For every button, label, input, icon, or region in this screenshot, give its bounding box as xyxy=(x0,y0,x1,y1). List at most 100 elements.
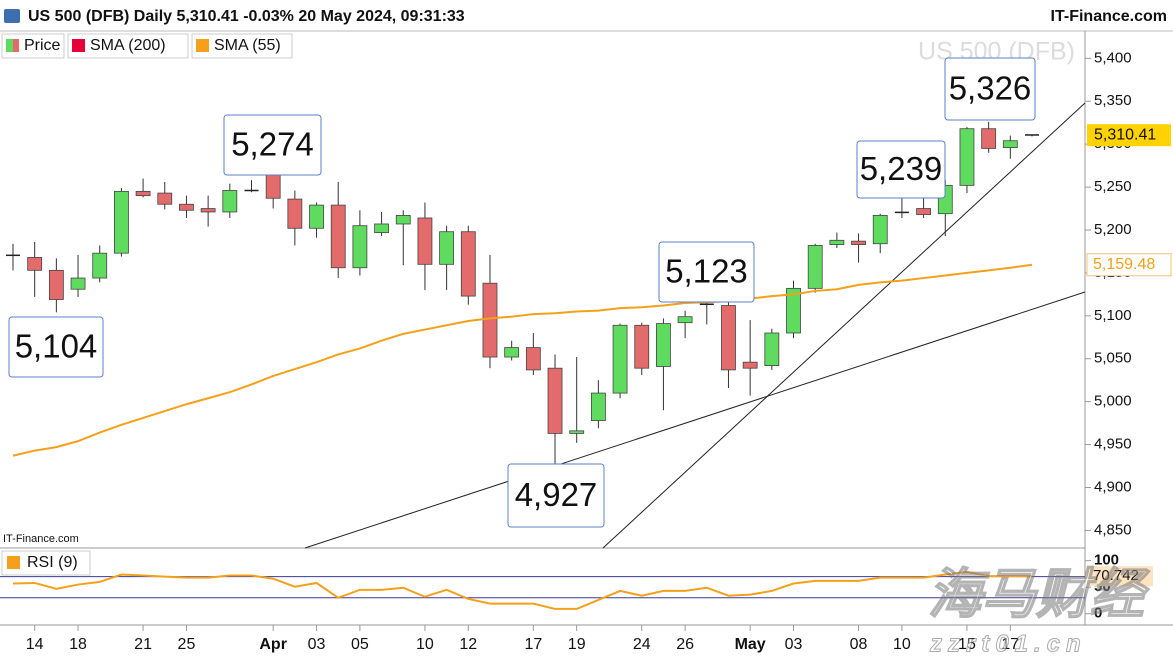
candle-body xyxy=(959,128,975,186)
x-tick-label: 24 xyxy=(633,636,651,653)
chart-title: US 500 (DFB) Daily 5,310.41 -0.03% 20 Ma… xyxy=(28,8,465,25)
candle-body xyxy=(395,214,411,225)
candle-body xyxy=(634,324,650,369)
rsi-line xyxy=(12,570,1033,610)
y-tick-label: 4,950 xyxy=(1094,436,1132,453)
legend-box xyxy=(67,33,189,59)
x-tick-label: 05 xyxy=(351,636,369,653)
candle-body xyxy=(287,198,303,229)
source: IT-Finance.com xyxy=(1051,8,1167,25)
annotation-box xyxy=(856,140,946,199)
y-tick-label: 5,100 xyxy=(1094,307,1132,324)
x-tick-label: 14 xyxy=(26,636,44,653)
candle-body xyxy=(590,392,606,421)
x-tick-label: 17 xyxy=(1001,636,1019,653)
y-tick-label: 0 xyxy=(1094,605,1102,622)
x-tick-label: 08 xyxy=(850,636,868,653)
annotation: 4,927 xyxy=(515,476,598,513)
trend-line xyxy=(304,291,1086,549)
x-tick-label: 12 xyxy=(459,636,477,653)
sma-tag-label: 5,159.48 xyxy=(1093,256,1155,273)
legend-swatch xyxy=(6,39,13,52)
candle-body xyxy=(417,217,433,265)
candle-body xyxy=(916,208,931,215)
y-tick-label: 5,200 xyxy=(1094,221,1132,238)
candle-body xyxy=(525,347,541,371)
price-tag-label: 5,310.41 xyxy=(1094,126,1156,143)
candle-body xyxy=(135,190,151,197)
x-tick-label: 15 xyxy=(958,636,976,653)
rsi-tag-label: 70.742 xyxy=(1093,567,1139,584)
logo-icon xyxy=(4,9,20,23)
candle-body xyxy=(547,367,563,434)
y-tick-label: 5,000 xyxy=(1094,393,1132,410)
candle-body xyxy=(330,204,346,269)
candle-body xyxy=(352,225,368,269)
annotation: 5,104 xyxy=(15,328,98,365)
y-tick-label: 5,250 xyxy=(1094,178,1132,195)
annotation-box xyxy=(223,114,322,176)
rsi-tag xyxy=(1087,566,1153,587)
x-tick-label: May xyxy=(735,636,766,653)
y-tick-label: 100 xyxy=(1094,552,1119,569)
legend-swatch xyxy=(7,556,20,569)
candle-body xyxy=(157,192,173,205)
y-tick-label: 5,050 xyxy=(1094,350,1132,367)
candle-body xyxy=(677,316,693,324)
candle-body xyxy=(27,257,43,271)
candle-body xyxy=(721,305,736,371)
candle-body xyxy=(92,252,108,279)
annotation-box xyxy=(944,57,1036,121)
sma-tag xyxy=(1086,253,1172,277)
candle-body xyxy=(460,231,476,297)
candle-body xyxy=(439,231,455,265)
candle-body xyxy=(482,282,498,358)
candle-body xyxy=(786,287,801,334)
annotation: 5,274 xyxy=(231,126,314,163)
candle-body xyxy=(742,361,758,369)
credit: IT-Finance.com xyxy=(3,533,79,545)
candle-body xyxy=(807,245,823,289)
legend-label: Price xyxy=(24,37,61,54)
x-tick-label: 03 xyxy=(785,636,803,653)
x-tick-label: 26 xyxy=(676,636,694,653)
candle-body xyxy=(222,190,238,213)
candle-body xyxy=(656,323,671,367)
candle-body xyxy=(1002,140,1018,148)
candle-body xyxy=(764,332,780,367)
annotation: 5,326 xyxy=(949,70,1032,107)
legend-swatch xyxy=(13,39,19,52)
candle-body xyxy=(179,203,194,211)
trend-line xyxy=(602,102,1086,549)
candle-body xyxy=(612,324,628,394)
candle-body xyxy=(114,190,129,254)
x-tick-label: 10 xyxy=(416,636,434,653)
legend-swatch xyxy=(72,39,85,52)
x-tick-label: Apr xyxy=(259,636,287,653)
x-tick-label: 25 xyxy=(178,636,196,653)
price-tag xyxy=(1087,124,1171,147)
annotation-box xyxy=(658,241,755,303)
legend-label: SMA (55) xyxy=(214,37,281,54)
watermark-url: zzrt01.cn xyxy=(929,630,1087,657)
candle-body xyxy=(200,208,216,213)
legend-label: RSI (9) xyxy=(27,554,78,571)
legend-swatch xyxy=(196,39,209,52)
candle-body xyxy=(569,430,585,434)
annotation: 5,239 xyxy=(860,150,943,187)
y-tick-label: 4,850 xyxy=(1094,521,1132,538)
annotation-box xyxy=(8,316,104,378)
y-tick-label: 4,900 xyxy=(1094,478,1132,495)
y-tick-label: 5,350 xyxy=(1094,92,1132,109)
x-tick-label: 17 xyxy=(524,636,542,653)
candle-body xyxy=(48,269,64,300)
candle-body xyxy=(374,223,389,233)
x-tick-label: 21 xyxy=(134,636,152,653)
candle-body xyxy=(829,239,845,245)
y-tick-label: 5,400 xyxy=(1094,49,1132,66)
candle-body xyxy=(872,214,888,245)
watermark-logo: 海马财经 xyxy=(928,564,1150,624)
x-tick-label: 03 xyxy=(308,636,326,653)
